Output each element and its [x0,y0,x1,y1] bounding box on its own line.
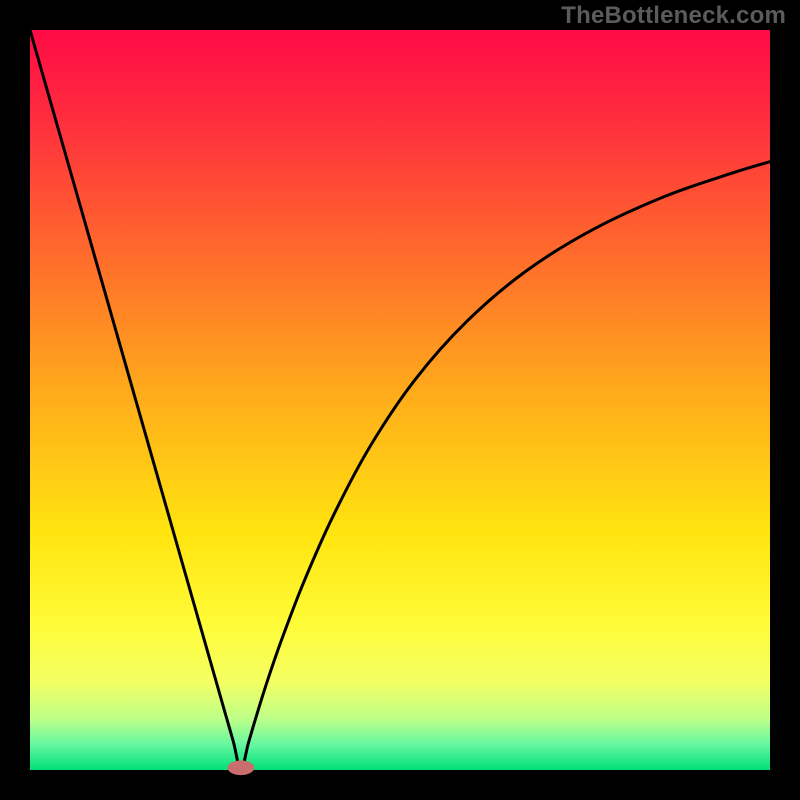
watermark-text: TheBottleneck.com [561,2,786,30]
optimal-point-marker [228,760,255,775]
chart-frame: TheBottleneck.com [0,0,800,800]
bottleneck-chart [0,0,800,800]
